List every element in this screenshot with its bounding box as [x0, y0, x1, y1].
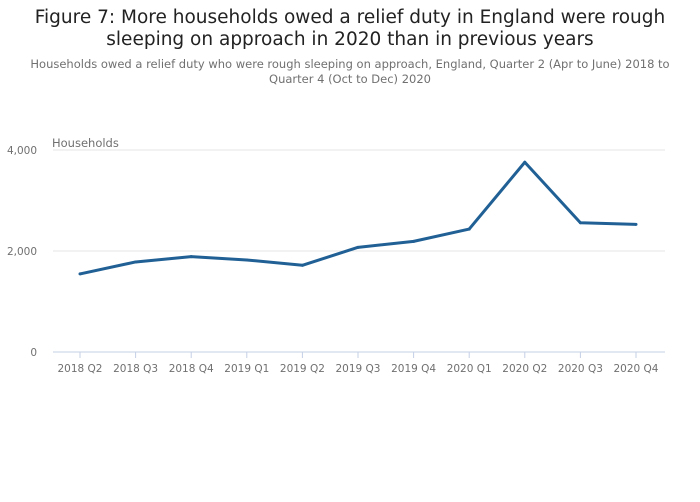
y-tick-label: 4,000 [7, 145, 37, 157]
y-tick-label: 2,000 [7, 246, 37, 258]
x-tick-label: 2019 Q1 [224, 363, 269, 375]
data-point [78, 272, 82, 276]
chart-title: Figure 7: More households owed a relief … [34, 7, 666, 50]
x-tick-label: 2019 Q4 [391, 363, 436, 375]
data-point [634, 222, 638, 226]
y-tick-label: 0 [30, 347, 37, 359]
series-line [79, 160, 637, 276]
data-point [189, 255, 193, 259]
chart-subtitle: Households owed a relief duty who were r… [30, 57, 670, 86]
x-tick-label: 2020 Q3 [558, 363, 603, 375]
x-tick-label: 2018 Q3 [113, 363, 158, 375]
data-point [134, 260, 138, 264]
x-tick-label: 2018 Q4 [169, 363, 214, 375]
x-tick-label: 2020 Q1 [447, 363, 492, 375]
data-point [300, 263, 304, 267]
x-tick-label: 2019 Q2 [280, 363, 325, 375]
data-point [245, 258, 249, 262]
data-point [578, 221, 582, 225]
data-point [467, 227, 471, 231]
x-tick-label: 2019 Q3 [335, 363, 380, 375]
x-tick-label: 2018 Q2 [57, 363, 102, 375]
data-point [412, 239, 416, 243]
data-point [356, 245, 360, 249]
x-tick-label: 2020 Q2 [502, 363, 547, 375]
x-tick-label: 2020 Q4 [613, 363, 658, 375]
y-axis-label: Households [52, 136, 119, 150]
data-point [523, 160, 527, 164]
